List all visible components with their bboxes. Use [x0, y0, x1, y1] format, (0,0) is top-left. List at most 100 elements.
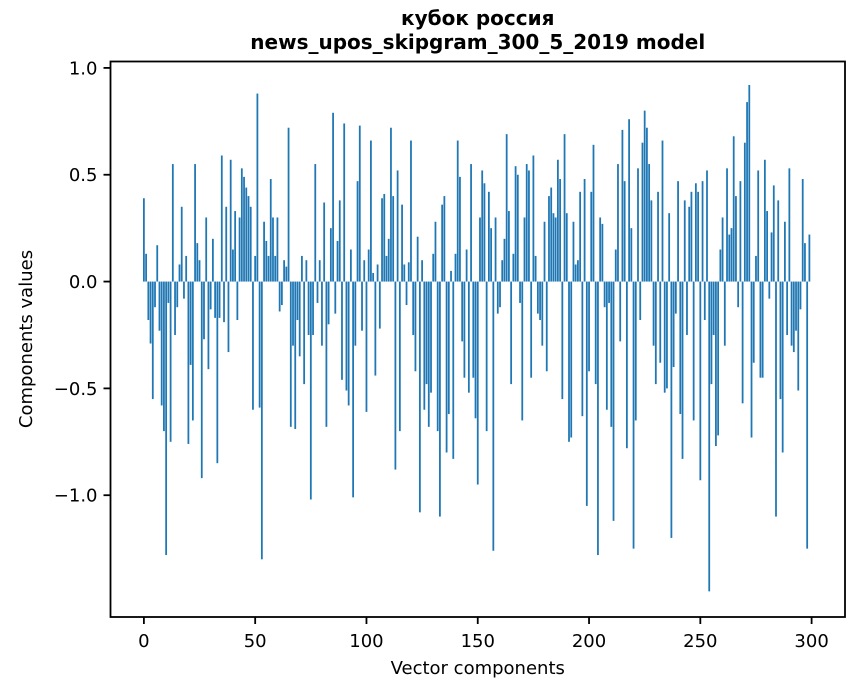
bar [238, 217, 241, 282]
bar [267, 255, 270, 282]
bar [196, 243, 199, 282]
bar [688, 206, 691, 282]
bar [194, 164, 196, 282]
bar [528, 170, 530, 282]
bar [414, 281, 417, 372]
bar [325, 281, 328, 427]
bar [579, 191, 582, 282]
bar [641, 142, 644, 282]
bar [657, 191, 659, 282]
bar [786, 281, 789, 335]
bar [343, 123, 346, 282]
bar [735, 196, 737, 282]
bar [637, 168, 639, 282]
bar [467, 281, 470, 393]
bar [757, 170, 760, 282]
bar [269, 179, 272, 282]
bar [143, 198, 145, 282]
bar [301, 255, 303, 282]
x-axis-ticks: 0 50 100 150 200 250 300 [138, 617, 829, 652]
bar [597, 281, 599, 556]
bars-group [143, 85, 811, 592]
bar [612, 281, 615, 521]
bar [561, 281, 564, 400]
bar [176, 281, 179, 308]
bar [790, 281, 793, 346]
x-tick-label: 300 [794, 631, 828, 652]
bar [410, 140, 412, 282]
bar [563, 134, 566, 282]
bar [189, 281, 192, 365]
x-tick-label: 200 [572, 631, 606, 652]
bar [668, 213, 671, 282]
bar [296, 281, 299, 321]
bar [405, 281, 408, 306]
bar [432, 253, 435, 282]
bar [367, 249, 370, 282]
bar [283, 260, 285, 282]
y-tick-label: 0.5 [69, 165, 98, 186]
bar [456, 140, 459, 282]
bar [439, 281, 441, 517]
chart-title-line2: news_upos_skipgram_300_5_2019 model [250, 30, 705, 54]
bar [430, 281, 432, 393]
bar [781, 281, 784, 453]
bar [147, 281, 150, 321]
bar [287, 127, 290, 282]
bar [314, 164, 317, 282]
bar [445, 281, 448, 453]
bar [777, 200, 780, 282]
bar [423, 281, 426, 410]
bar [541, 281, 544, 346]
bar [694, 183, 697, 282]
bar [470, 164, 472, 282]
bar [352, 281, 354, 498]
bar [761, 281, 764, 378]
bar [252, 281, 254, 410]
bar [171, 164, 174, 282]
bar [605, 281, 608, 410]
bar [474, 281, 477, 419]
bar [792, 281, 795, 353]
bar [376, 264, 379, 282]
y-tick-label: 1.0 [69, 58, 98, 79]
bar [481, 170, 484, 282]
bar [548, 196, 550, 282]
bar [321, 281, 323, 346]
bar [465, 249, 468, 282]
bar [804, 243, 806, 282]
bar [459, 176, 461, 282]
bar [556, 159, 559, 282]
bar [648, 164, 651, 282]
x-tick-label: 100 [349, 631, 383, 652]
bar [784, 221, 786, 282]
bar [263, 221, 265, 282]
bar [198, 260, 201, 282]
bar [165, 281, 168, 556]
bar [565, 213, 568, 282]
bar [732, 136, 735, 282]
bar [643, 110, 646, 282]
bar [349, 249, 352, 282]
bar [534, 255, 537, 282]
bar [708, 281, 711, 592]
bar [617, 164, 619, 282]
bar [441, 204, 444, 282]
bar [490, 228, 492, 282]
bar [356, 181, 359, 282]
bar [418, 281, 421, 513]
bar [516, 174, 519, 282]
bar [746, 102, 748, 282]
bar [588, 281, 590, 372]
bar [772, 185, 775, 282]
bar [247, 196, 250, 282]
bar [151, 281, 154, 400]
bar [759, 281, 762, 378]
bar [674, 281, 677, 314]
bar [699, 281, 702, 481]
bar [646, 127, 648, 282]
bar [752, 281, 755, 363]
bar [485, 281, 488, 432]
bar [305, 260, 308, 282]
bar [372, 273, 375, 282]
